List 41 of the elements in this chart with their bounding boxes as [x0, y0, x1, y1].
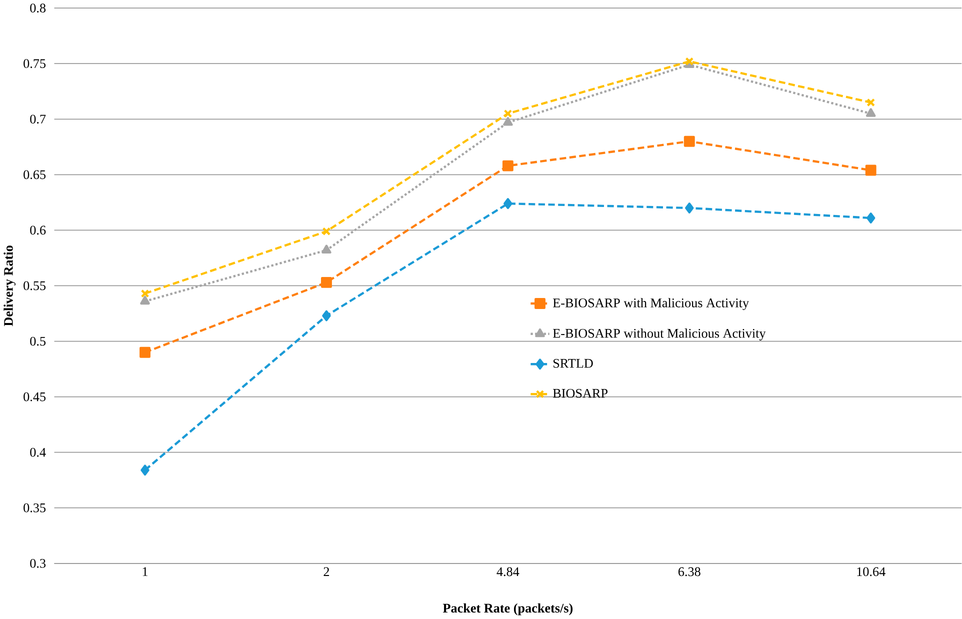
point — [866, 108, 876, 117]
y-tick-label: 0.65 — [24, 170, 46, 180]
point — [322, 310, 331, 322]
x-tick-label: 6.38 — [678, 567, 700, 576]
x-tick-label: 2 — [324, 567, 330, 576]
y-axis-title: Delivery Ratio — [4, 246, 16, 326]
point — [865, 164, 876, 176]
legend-label: E-BIOSARP without Malicious Activity — [552, 328, 766, 341]
point — [503, 117, 513, 126]
point — [322, 244, 332, 254]
y-tick-label: 0.55 — [24, 281, 46, 290]
y-tick-label: 0.7 — [30, 114, 46, 124]
y-tick-label: 0.35 — [24, 503, 46, 512]
point — [502, 160, 514, 172]
point — [685, 202, 694, 214]
point — [320, 276, 332, 288]
point — [504, 109, 512, 118]
point — [866, 98, 876, 107]
point — [504, 198, 512, 210]
legend-label: E-BIOSARP with Malicious Activity — [552, 298, 749, 310]
point — [685, 57, 694, 66]
y-tick-label: 0.8 — [30, 4, 46, 13]
point — [684, 136, 695, 147]
point — [140, 296, 150, 305]
point — [322, 227, 331, 236]
y-tick-label: 0.75 — [24, 59, 46, 68]
point — [866, 212, 876, 224]
x-axis-title: Packet Rate (packets/s) — [442, 603, 573, 616]
x-tick-label: 10.64 — [857, 567, 886, 576]
y-tick-label: 0.6 — [30, 226, 46, 235]
y-tick-label: 0.5 — [30, 336, 46, 346]
legend-label: SRTLD — [553, 358, 593, 368]
point — [140, 464, 150, 476]
y-tick-label: 0.3 — [30, 558, 46, 568]
point — [140, 289, 150, 298]
legend-label: BIOSARP — [552, 388, 608, 398]
point — [140, 346, 150, 358]
y-tick-label: 0.4 — [30, 448, 46, 457]
y-tick-label: 0.45 — [24, 392, 46, 402]
x-tick-label: 1 — [142, 567, 148, 576]
x-tick-label: 4.84 — [496, 567, 520, 576]
